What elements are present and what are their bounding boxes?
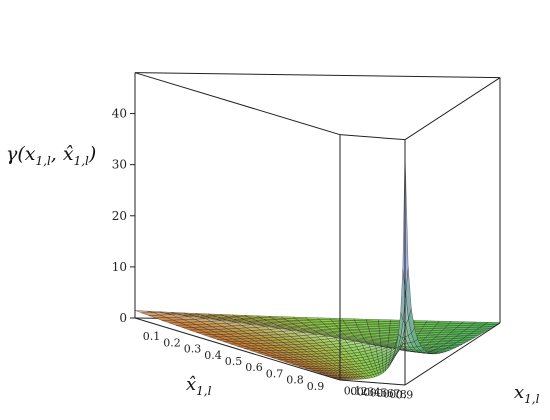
box-edge <box>404 322 501 386</box>
y-tick-label: 0.4 <box>204 349 222 362</box>
y-tick-label: 0.5 <box>225 355 243 368</box>
x-tick-label: 0.3 <box>357 386 375 399</box>
y-tick-label: 0.8 <box>286 374 304 387</box>
bounding-box-front <box>339 77 501 386</box>
x-tick-label: 0.8 <box>389 388 407 401</box>
box-edge <box>134 72 341 136</box>
x-tick-label: 0.2 <box>350 385 368 398</box>
y-tick-label: 0.9 <box>307 380 325 393</box>
x-tick-label: 0.1 <box>344 385 362 398</box>
x-tick-label: 0.6 <box>376 387 394 400</box>
y-tick-label: 0.2 <box>163 336 181 349</box>
z-axis-label: γ(x1,l, x̂1,l) <box>6 143 96 168</box>
box-edge <box>404 77 501 141</box>
y-axis-label: x̂1,l <box>186 374 212 398</box>
surface-mesh <box>134 151 501 380</box>
y-tick-label: 0.6 <box>245 361 263 374</box>
y-tick-label: 0.1 <box>143 330 161 343</box>
y-tick-label: 0.3 <box>184 343 202 356</box>
box-edge <box>339 379 406 386</box>
z-tick-label: 20 <box>112 209 127 223</box>
box-edge <box>134 317 341 381</box>
z-tick-label: 40 <box>112 107 127 121</box>
x-tick-label: 0.9 <box>396 389 414 402</box>
z-tick-label: 0 <box>119 311 127 325</box>
y-tick-label: 0.7 <box>266 367 284 380</box>
x-axis-label: x1,l <box>514 382 540 406</box>
x-tick-label: 0.4 <box>363 386 381 399</box>
x-tick-label: 0.5 <box>370 387 388 400</box>
z-tick-label: 10 <box>112 260 127 274</box>
z-tick-label: 30 <box>112 158 127 172</box>
box-edge <box>134 72 501 79</box>
box-edge <box>339 134 406 141</box>
x-tick-label: 0.7 <box>383 388 401 401</box>
